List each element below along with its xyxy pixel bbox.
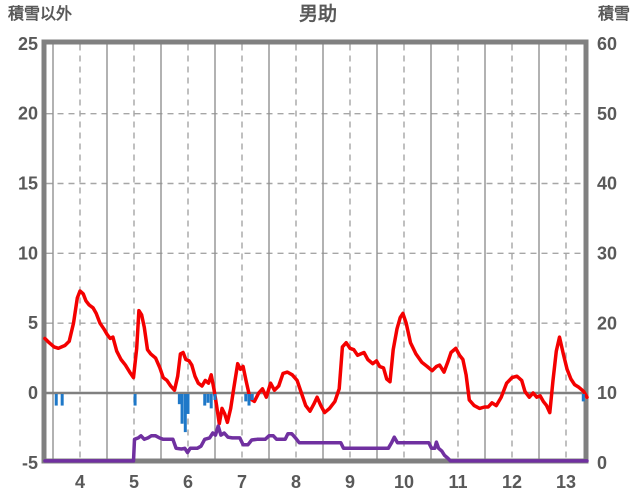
plot-frame <box>41 39 589 464</box>
right-axis-tick: 20 <box>597 313 617 333</box>
x-axis-tick: 9 <box>345 472 355 492</box>
blue-bars-bar <box>206 394 210 403</box>
blue-bars-bar <box>177 394 181 405</box>
x-axis-tick: 4 <box>75 472 85 492</box>
right-axis-tick: 10 <box>597 383 617 403</box>
left-axis-title: 積雪以外 <box>8 6 73 23</box>
right-axis-tick: 30 <box>597 244 617 264</box>
right-axis-tick: 50 <box>597 104 617 124</box>
left-axis-tick: 5 <box>28 313 38 333</box>
x-axis-tick: 7 <box>237 472 247 492</box>
right-axis-tick: 0 <box>597 453 607 473</box>
x-axis-tick: 13 <box>556 472 576 492</box>
left-axis-tick: 0 <box>28 383 38 403</box>
blue-bars-bar <box>54 394 58 406</box>
blue-bars-bar <box>186 394 190 414</box>
left-axis-tick: 20 <box>18 104 38 124</box>
blue-bars-bar <box>180 394 184 424</box>
right-axis-tick: 60 <box>597 34 617 54</box>
x-axis-tick: 11 <box>448 472 467 492</box>
x-axis-tick: 10 <box>394 472 414 492</box>
blue-bars-bar <box>60 394 64 406</box>
right-axis-title: 積雪 <box>597 6 630 23</box>
red-line <box>43 289 589 426</box>
blue-bars-bar <box>581 394 585 402</box>
blue-bars-bar <box>133 394 137 406</box>
x-axis-tick: 8 <box>291 472 301 492</box>
blue-bars-bar <box>244 394 248 402</box>
right-axis-tick: 40 <box>597 174 617 194</box>
blue-bars-bar <box>203 394 207 406</box>
left-axis-tick: 25 <box>18 34 38 54</box>
left-axis-tick: -5 <box>22 453 38 473</box>
blue-bars-bar <box>209 394 213 409</box>
x-axis-tick: 5 <box>129 472 139 492</box>
blue-bars-bar <box>250 394 254 400</box>
x-axis-tick: 6 <box>183 472 193 492</box>
left-axis-tick: 10 <box>18 243 38 263</box>
x-axis-tick: 12 <box>502 472 522 492</box>
chart-title: 男助 <box>298 4 337 25</box>
purple-line <box>43 424 589 463</box>
blue-bars-bar <box>247 394 251 406</box>
left-axis-tick: 15 <box>18 174 38 194</box>
blue-bars-bar <box>183 394 187 433</box>
blue-bars-bar <box>213 394 217 400</box>
